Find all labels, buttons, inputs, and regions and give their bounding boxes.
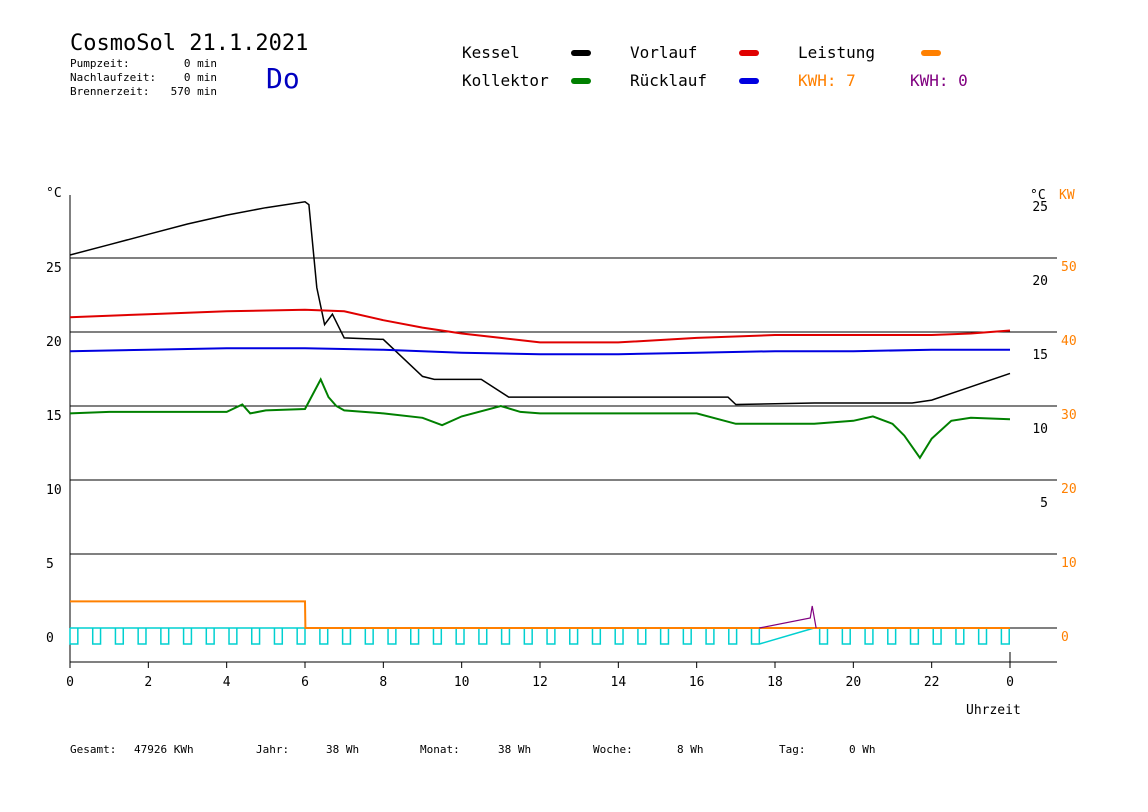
right-kw-tick-label: 0 [1061,630,1069,645]
right-axis-unit-c: °C [1030,188,1046,203]
series-line-kessel [69,201,1011,406]
stat-value-nachlaufzeit: 0 min [184,71,217,84]
left-tick-label: 5 [46,557,54,572]
series-line-leistung [70,600,1010,629]
stat-value-brennerzeit: 570 min [171,85,217,98]
legend-swatch-vorlauf [739,50,759,56]
right-c-tick-label: 25 [1032,200,1048,215]
footer-label-gesamt: Gesamt: [70,743,116,756]
kwh-purple-label: KWH: 0 [910,71,968,90]
x-tick-label: 18 [767,675,783,690]
legend-label-vorlauf: Vorlauf [630,43,697,62]
right-kw-tick-label: 40 [1061,334,1077,349]
legend: Kessel Vorlauf Leistung Kollektor Rückla… [462,43,968,90]
left-tick-label: 10 [46,483,62,498]
legend-swatch-kollektor [571,78,591,84]
legend-label-ruecklauf: Rücklauf [630,71,707,90]
x-tick-label: 0 [66,675,74,690]
legend-label-kessel: Kessel [462,43,520,62]
x-tick-label: 0 [1006,675,1014,690]
chart-title: CosmoSol 21.1.2021 [70,31,308,56]
footer-value-gesamt: 47926 KWh [134,743,194,756]
x-tick-label: 22 [924,675,940,690]
x-tick-label: 12 [532,675,548,690]
footer-label-woche: Woche: [593,743,633,756]
x-axis-label: Uhrzeit [966,703,1021,718]
stat-label-nachlaufzeit: Nachlaufzeit: [70,71,156,84]
left-tick-label: 15 [46,409,62,424]
legend-label-kollektor: Kollektor [462,71,549,90]
x-tick-label: 16 [689,675,705,690]
legend-swatch-ruecklauf [739,78,759,84]
weekday-label: Do [266,62,300,95]
footer-value-jahr: 38 Wh [326,743,359,756]
x-tick-label: 2 [144,675,152,690]
header-stats: Pumpzeit: 0 min Nachlaufzeit: 0 min Bren… [70,57,217,98]
x-tick-label: 10 [454,675,470,690]
x-tick-label: 20 [846,675,862,690]
right-kw-tick-label: 20 [1061,482,1077,497]
pump-signal [69,627,1010,645]
x-tick-label: 4 [223,675,231,690]
footer-label-tag: Tag: [779,743,806,756]
legend-swatch-leistung [921,50,941,56]
legend-swatch-kessel [571,50,591,56]
stat-label-brennerzeit: Brennerzeit: [70,85,149,98]
footer-label-jahr: Jahr: [256,743,289,756]
left-axis-unit: °C [46,186,62,201]
right-c-tick-label: 15 [1032,348,1048,363]
left-tick-label: 25 [46,261,62,276]
stat-label-pumpzeit: Pumpzeit: [70,57,130,70]
right-kw-tick-label: 30 [1061,408,1077,423]
x-tick-label: 6 [301,675,309,690]
right-kw-tick-label: 10 [1061,556,1077,571]
left-tick-label: 20 [46,335,62,350]
footer-value-tag: 0 Wh [849,743,876,756]
x-tick-label: 14 [611,675,627,690]
left-tick-label: 0 [46,631,54,646]
footer-totals: Gesamt: 47926 KWh Jahr: 38 Wh Monat: 38 … [70,743,876,756]
series-line-ruecklauf [69,347,1010,356]
series-line-vorlauf [69,308,1011,344]
right-c-tick-label: 10 [1032,422,1048,437]
right-axis-unit-kw: KW [1059,188,1075,203]
right-c-tick-label: 20 [1032,274,1048,289]
footer-value-monat: 38 Wh [498,743,531,756]
x-tick-label: 8 [379,675,387,690]
right-kw-tick-label: 50 [1061,260,1077,275]
footer-label-monat: Monat: [420,743,460,756]
stat-value-pumpzeit: 0 min [184,57,217,70]
grid-lines [69,195,1057,668]
series-line-kollektor [69,377,1011,460]
kwh-orange-label: KWH: 7 [798,71,856,90]
series-line-kwh-purple [759,605,817,629]
right-c-tick-label: 5 [1040,496,1048,511]
footer-value-woche: 8 Wh [677,743,704,756]
pump-signal-path [69,627,1010,645]
legend-label-leistung: Leistung [798,43,875,62]
series-group [69,201,1011,629]
